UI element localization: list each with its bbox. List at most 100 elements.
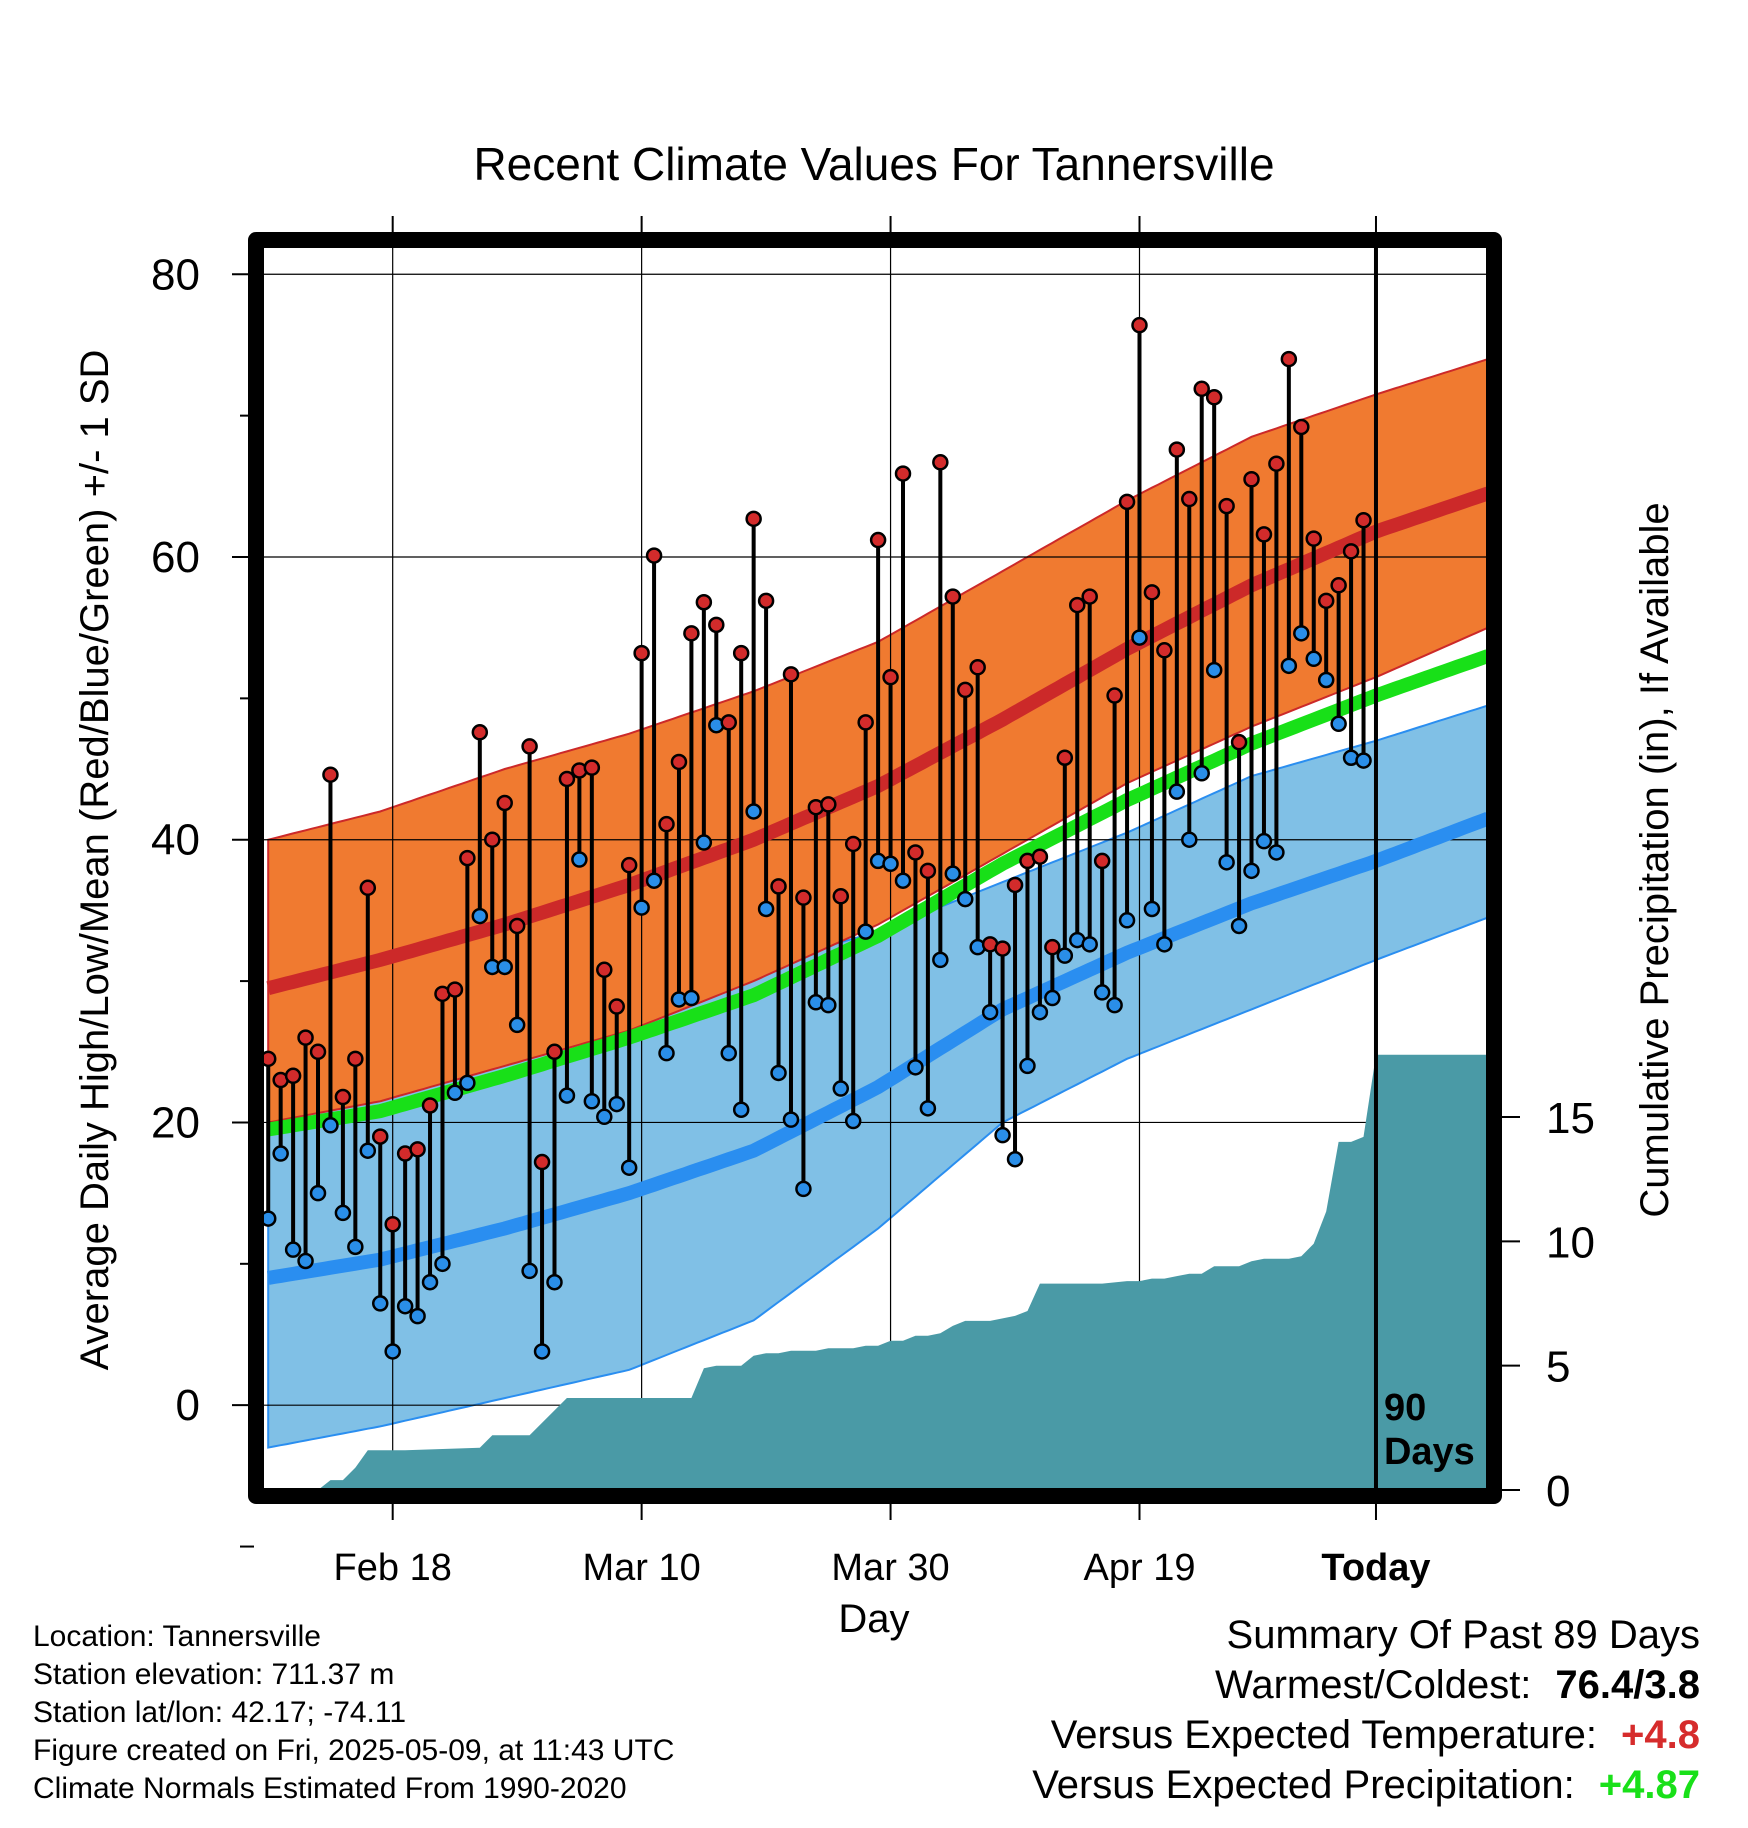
low-point (1218, 854, 1235, 871)
low-point (919, 1100, 937, 1117)
high-point (1205, 389, 1223, 406)
low-point (1205, 661, 1223, 679)
low-point (832, 1080, 850, 1097)
low-point (583, 1093, 601, 1110)
high-point (459, 849, 476, 867)
low-point (1317, 671, 1335, 689)
low-point (1081, 936, 1098, 953)
high-point (1218, 497, 1235, 515)
high-point (844, 835, 862, 853)
high-point (309, 1043, 327, 1061)
low-point (757, 900, 775, 918)
high-point (484, 831, 501, 848)
location-text: Location: Tannersville (33, 1620, 321, 1653)
low-point (1031, 1003, 1049, 1021)
high-point (1317, 592, 1335, 610)
y-tick-label: 20 (151, 1098, 200, 1147)
high-point (1355, 511, 1372, 529)
low-point (384, 1343, 401, 1360)
low-point (633, 899, 650, 916)
low-point (944, 865, 962, 882)
high-point (670, 753, 688, 771)
high-point (795, 889, 812, 906)
high-point (1056, 749, 1074, 766)
high-point (1181, 490, 1198, 508)
high-point (720, 714, 738, 731)
high-point (770, 878, 787, 895)
high-point (546, 1043, 563, 1061)
warmest-coldest-row: Warmest/Coldest: 76.4/3.8 (1032, 1660, 1700, 1710)
high-point (1280, 350, 1298, 368)
high-point (1031, 848, 1049, 865)
x-tick-label: Mar 30 (831, 1547, 949, 1589)
low-point (608, 1095, 625, 1113)
high-point (782, 666, 800, 683)
high-point (446, 981, 464, 998)
low-point (782, 1111, 800, 1128)
low-point (546, 1273, 563, 1291)
low-point (334, 1204, 352, 1222)
high-point (1243, 471, 1260, 488)
x-tick-label: Today (1321, 1547, 1430, 1589)
temp-departure-value: +4.8 (1621, 1713, 1700, 1757)
high-point (322, 766, 339, 783)
low-point (683, 989, 700, 1007)
low-point (371, 1295, 389, 1312)
high-point (869, 531, 887, 549)
high-point (1156, 642, 1173, 659)
precip-departure-label: Versus Expected Precipitation: (1032, 1763, 1575, 1807)
temp-departure-row: Versus Expected Temperature: +4.8 (1032, 1710, 1700, 1760)
x-tick-label: Feb 18 (334, 1547, 452, 1589)
low-point (1106, 996, 1123, 1014)
low-point (1193, 765, 1210, 782)
high-point (820, 796, 837, 813)
precip-area (268, 1054, 1488, 1490)
low-point (658, 1044, 675, 1062)
high-point (695, 593, 713, 611)
high-point (1342, 543, 1360, 560)
high-point (359, 879, 377, 897)
low-point (620, 1159, 638, 1176)
high-point (496, 794, 513, 812)
warmest-coldest-label: Warmest/Coldest: (1215, 1663, 1532, 1707)
high-point (384, 1215, 401, 1233)
precip-departure-row: Versus Expected Precipitation: +4.87 (1032, 1760, 1700, 1810)
warmest-coldest-value: 76.4/3.8 (1555, 1663, 1700, 1707)
high-point (1305, 530, 1322, 547)
latlon-text: Station lat/lon: 42.17; -74.11 (33, 1696, 407, 1729)
high-point (1093, 852, 1111, 870)
high-point (857, 714, 874, 731)
low-point (1280, 657, 1298, 675)
low-point (820, 996, 837, 1014)
y2-tick-label: 15 (1546, 1094, 1595, 1143)
low-point (471, 907, 489, 925)
low-point (309, 1184, 327, 1202)
low-point (732, 1101, 750, 1118)
high-point (421, 1097, 439, 1114)
low-point (446, 1084, 464, 1102)
high-point (969, 659, 986, 676)
low-point (1056, 947, 1074, 964)
low-point (558, 1087, 576, 1104)
x-axis-label: Day (838, 1597, 909, 1641)
low-point (1093, 984, 1111, 1001)
low-point (359, 1142, 377, 1159)
high-point (1255, 526, 1273, 543)
high-point (708, 616, 725, 634)
low-point (894, 872, 912, 889)
y-tick-label: 40 (151, 816, 200, 865)
y2-tick-label: 5 (1546, 1343, 1570, 1392)
y2-tick-label: 0 (1546, 1467, 1570, 1516)
high-point (262, 1050, 277, 1068)
low-point (981, 1003, 999, 1021)
low-point (907, 1059, 924, 1076)
low-point (1355, 752, 1372, 769)
y2-tick-label: 10 (1546, 1218, 1595, 1267)
high-point (633, 644, 650, 662)
low-normal-line (266, 811, 1488, 1285)
precip-departure-value: +4.87 (1598, 1763, 1700, 1807)
high-point (645, 547, 663, 564)
low-point (844, 1112, 862, 1130)
low-point (720, 1044, 738, 1062)
